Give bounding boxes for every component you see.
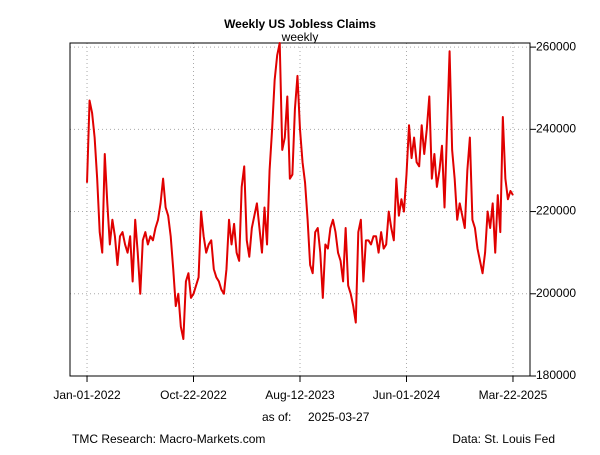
y-tick-label: 200000 [536, 286, 576, 300]
source-right: Data: St. Louis Fed [452, 432, 555, 446]
source-left: TMC Research: Macro-Markets.com [72, 432, 265, 446]
chart-subtitle: weekly [281, 30, 319, 44]
as-of-label: as of: [262, 410, 291, 424]
data-line [86, 42, 514, 340]
x-tick-label: Aug-12-2023 [265, 388, 335, 402]
chart-title: Weekly US Jobless Claims [224, 17, 376, 31]
x-tick-label: Oct-22-2022 [160, 388, 227, 402]
x-tick-label: Jun-01-2024 [373, 388, 441, 402]
as-of-date: 2025-03-27 [308, 410, 370, 424]
plot-frame [69, 42, 531, 377]
y-tick-label: 240000 [536, 122, 576, 136]
x-tick-label: Jan-01-2022 [53, 388, 121, 402]
y-tick-label: 260000 [536, 39, 576, 53]
y-tick-label: 220000 [536, 204, 576, 218]
y-tick-label: 180000 [536, 368, 576, 382]
x-tick-label: Mar-22-2025 [479, 388, 548, 402]
